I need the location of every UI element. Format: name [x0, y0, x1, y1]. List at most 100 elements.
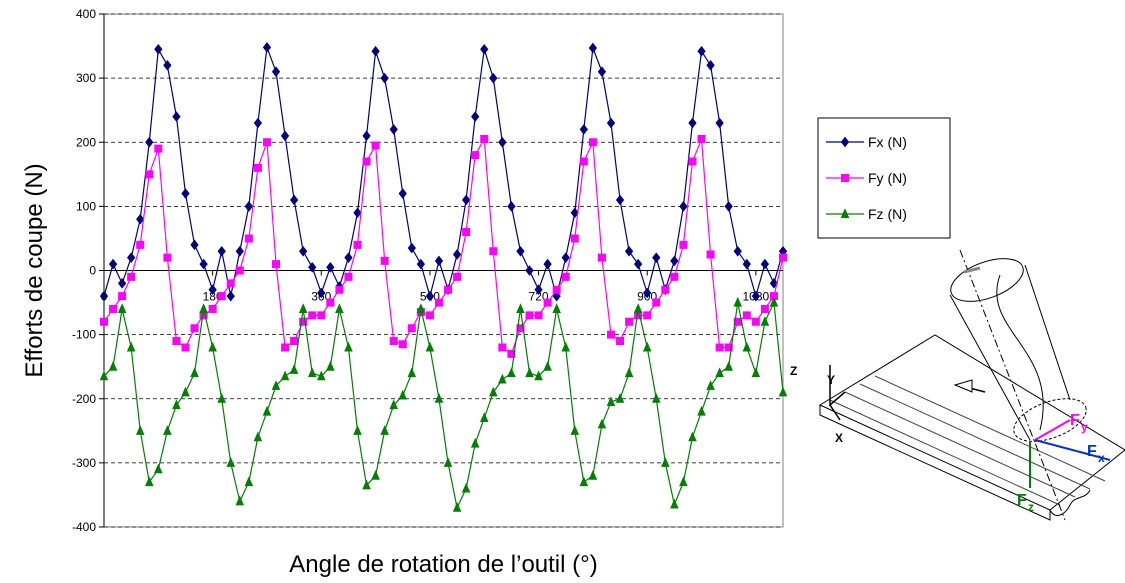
y-tick-label: -400 — [72, 520, 96, 534]
data-point — [715, 343, 724, 352]
data-point — [145, 476, 154, 487]
data-point — [344, 272, 353, 281]
data-point — [697, 45, 706, 57]
data-point — [362, 157, 371, 166]
data-point — [597, 418, 607, 429]
data-point — [588, 469, 598, 480]
data-point — [335, 285, 344, 294]
data-point — [489, 386, 498, 397]
data-point — [290, 337, 299, 346]
data-point — [733, 245, 742, 257]
data-point — [244, 234, 253, 243]
data-point — [634, 258, 643, 270]
data-point — [136, 213, 145, 225]
data-point — [163, 253, 172, 262]
data-point — [253, 431, 263, 442]
data-point — [769, 292, 778, 301]
data-point — [588, 138, 597, 147]
data-point — [724, 360, 733, 371]
data-point — [199, 303, 208, 313]
legend-label: Fy (N) — [868, 170, 907, 186]
data-point — [308, 311, 317, 320]
data-point — [498, 136, 507, 148]
data-point — [235, 266, 244, 275]
data-point — [280, 130, 290, 142]
data-point — [126, 341, 136, 352]
data-point — [217, 393, 226, 403]
data-point — [380, 425, 389, 435]
data-point — [471, 111, 480, 122]
data-point — [371, 45, 380, 57]
data-point — [616, 337, 625, 346]
data-point — [769, 278, 779, 289]
data-point — [199, 258, 208, 270]
data-point — [670, 255, 679, 267]
data-point — [742, 258, 751, 270]
data-point — [380, 72, 389, 84]
data-point — [434, 393, 444, 403]
data-point — [534, 370, 543, 381]
data-point — [253, 117, 263, 129]
data-point — [688, 117, 697, 129]
data-point — [643, 287, 652, 299]
data-point — [516, 303, 525, 313]
data-point — [389, 124, 398, 135]
data-point — [479, 412, 489, 422]
data-point — [145, 170, 154, 179]
data-point — [235, 245, 244, 257]
data-point — [271, 66, 281, 78]
data-point — [606, 330, 615, 339]
data-point — [679, 201, 688, 212]
data-point — [733, 317, 742, 326]
legend-marker — [841, 174, 849, 182]
data-point — [271, 380, 281, 390]
data-point — [262, 42, 272, 53]
data-point — [371, 141, 380, 150]
data-point — [190, 324, 199, 333]
data-point — [706, 380, 715, 390]
data-point — [679, 240, 688, 249]
data-point — [226, 279, 235, 288]
data-point — [425, 290, 435, 302]
data-point — [751, 317, 760, 326]
data-point — [525, 367, 534, 378]
data-point — [561, 272, 570, 281]
data-point — [606, 117, 616, 129]
data-point — [706, 59, 715, 71]
data-point — [172, 111, 181, 122]
data-point — [226, 290, 235, 302]
data-point — [525, 311, 534, 320]
data-point — [652, 252, 661, 263]
data-point — [425, 341, 435, 352]
data-point — [779, 253, 787, 262]
data-point — [715, 367, 724, 378]
data-point — [507, 201, 516, 212]
data-point — [480, 135, 489, 144]
data-point — [597, 253, 606, 262]
data-point — [733, 296, 742, 307]
data-point — [100, 317, 108, 326]
data-point — [543, 298, 552, 307]
data-point — [136, 240, 145, 249]
data-point — [453, 272, 462, 281]
data-point — [425, 311, 434, 320]
y-tick-label: 100 — [76, 199, 96, 213]
data-point — [208, 304, 217, 313]
data-point — [443, 457, 453, 467]
data-point — [226, 457, 236, 467]
data-point — [307, 367, 317, 378]
data-point — [289, 364, 299, 374]
data-point — [172, 399, 181, 410]
data-point — [117, 303, 127, 313]
data-point — [724, 343, 733, 352]
data-point — [507, 349, 516, 358]
data-point — [308, 261, 317, 273]
data-point — [344, 252, 353, 263]
data-point — [317, 311, 326, 320]
force-subscript: y — [1081, 420, 1088, 434]
data-point — [172, 337, 181, 346]
data-point — [778, 386, 788, 397]
data-point — [688, 431, 697, 442]
data-point — [434, 298, 443, 307]
